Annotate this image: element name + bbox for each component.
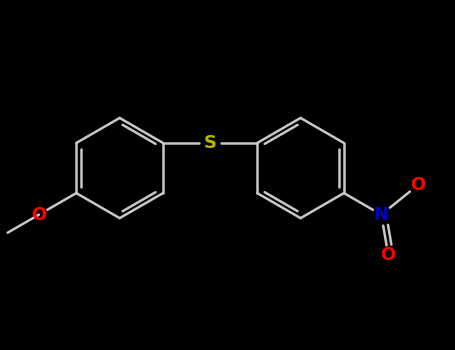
Text: S: S <box>203 134 217 152</box>
Text: N: N <box>374 206 389 224</box>
Text: O: O <box>31 206 46 224</box>
Text: O: O <box>410 176 425 195</box>
Text: O: O <box>381 246 396 264</box>
